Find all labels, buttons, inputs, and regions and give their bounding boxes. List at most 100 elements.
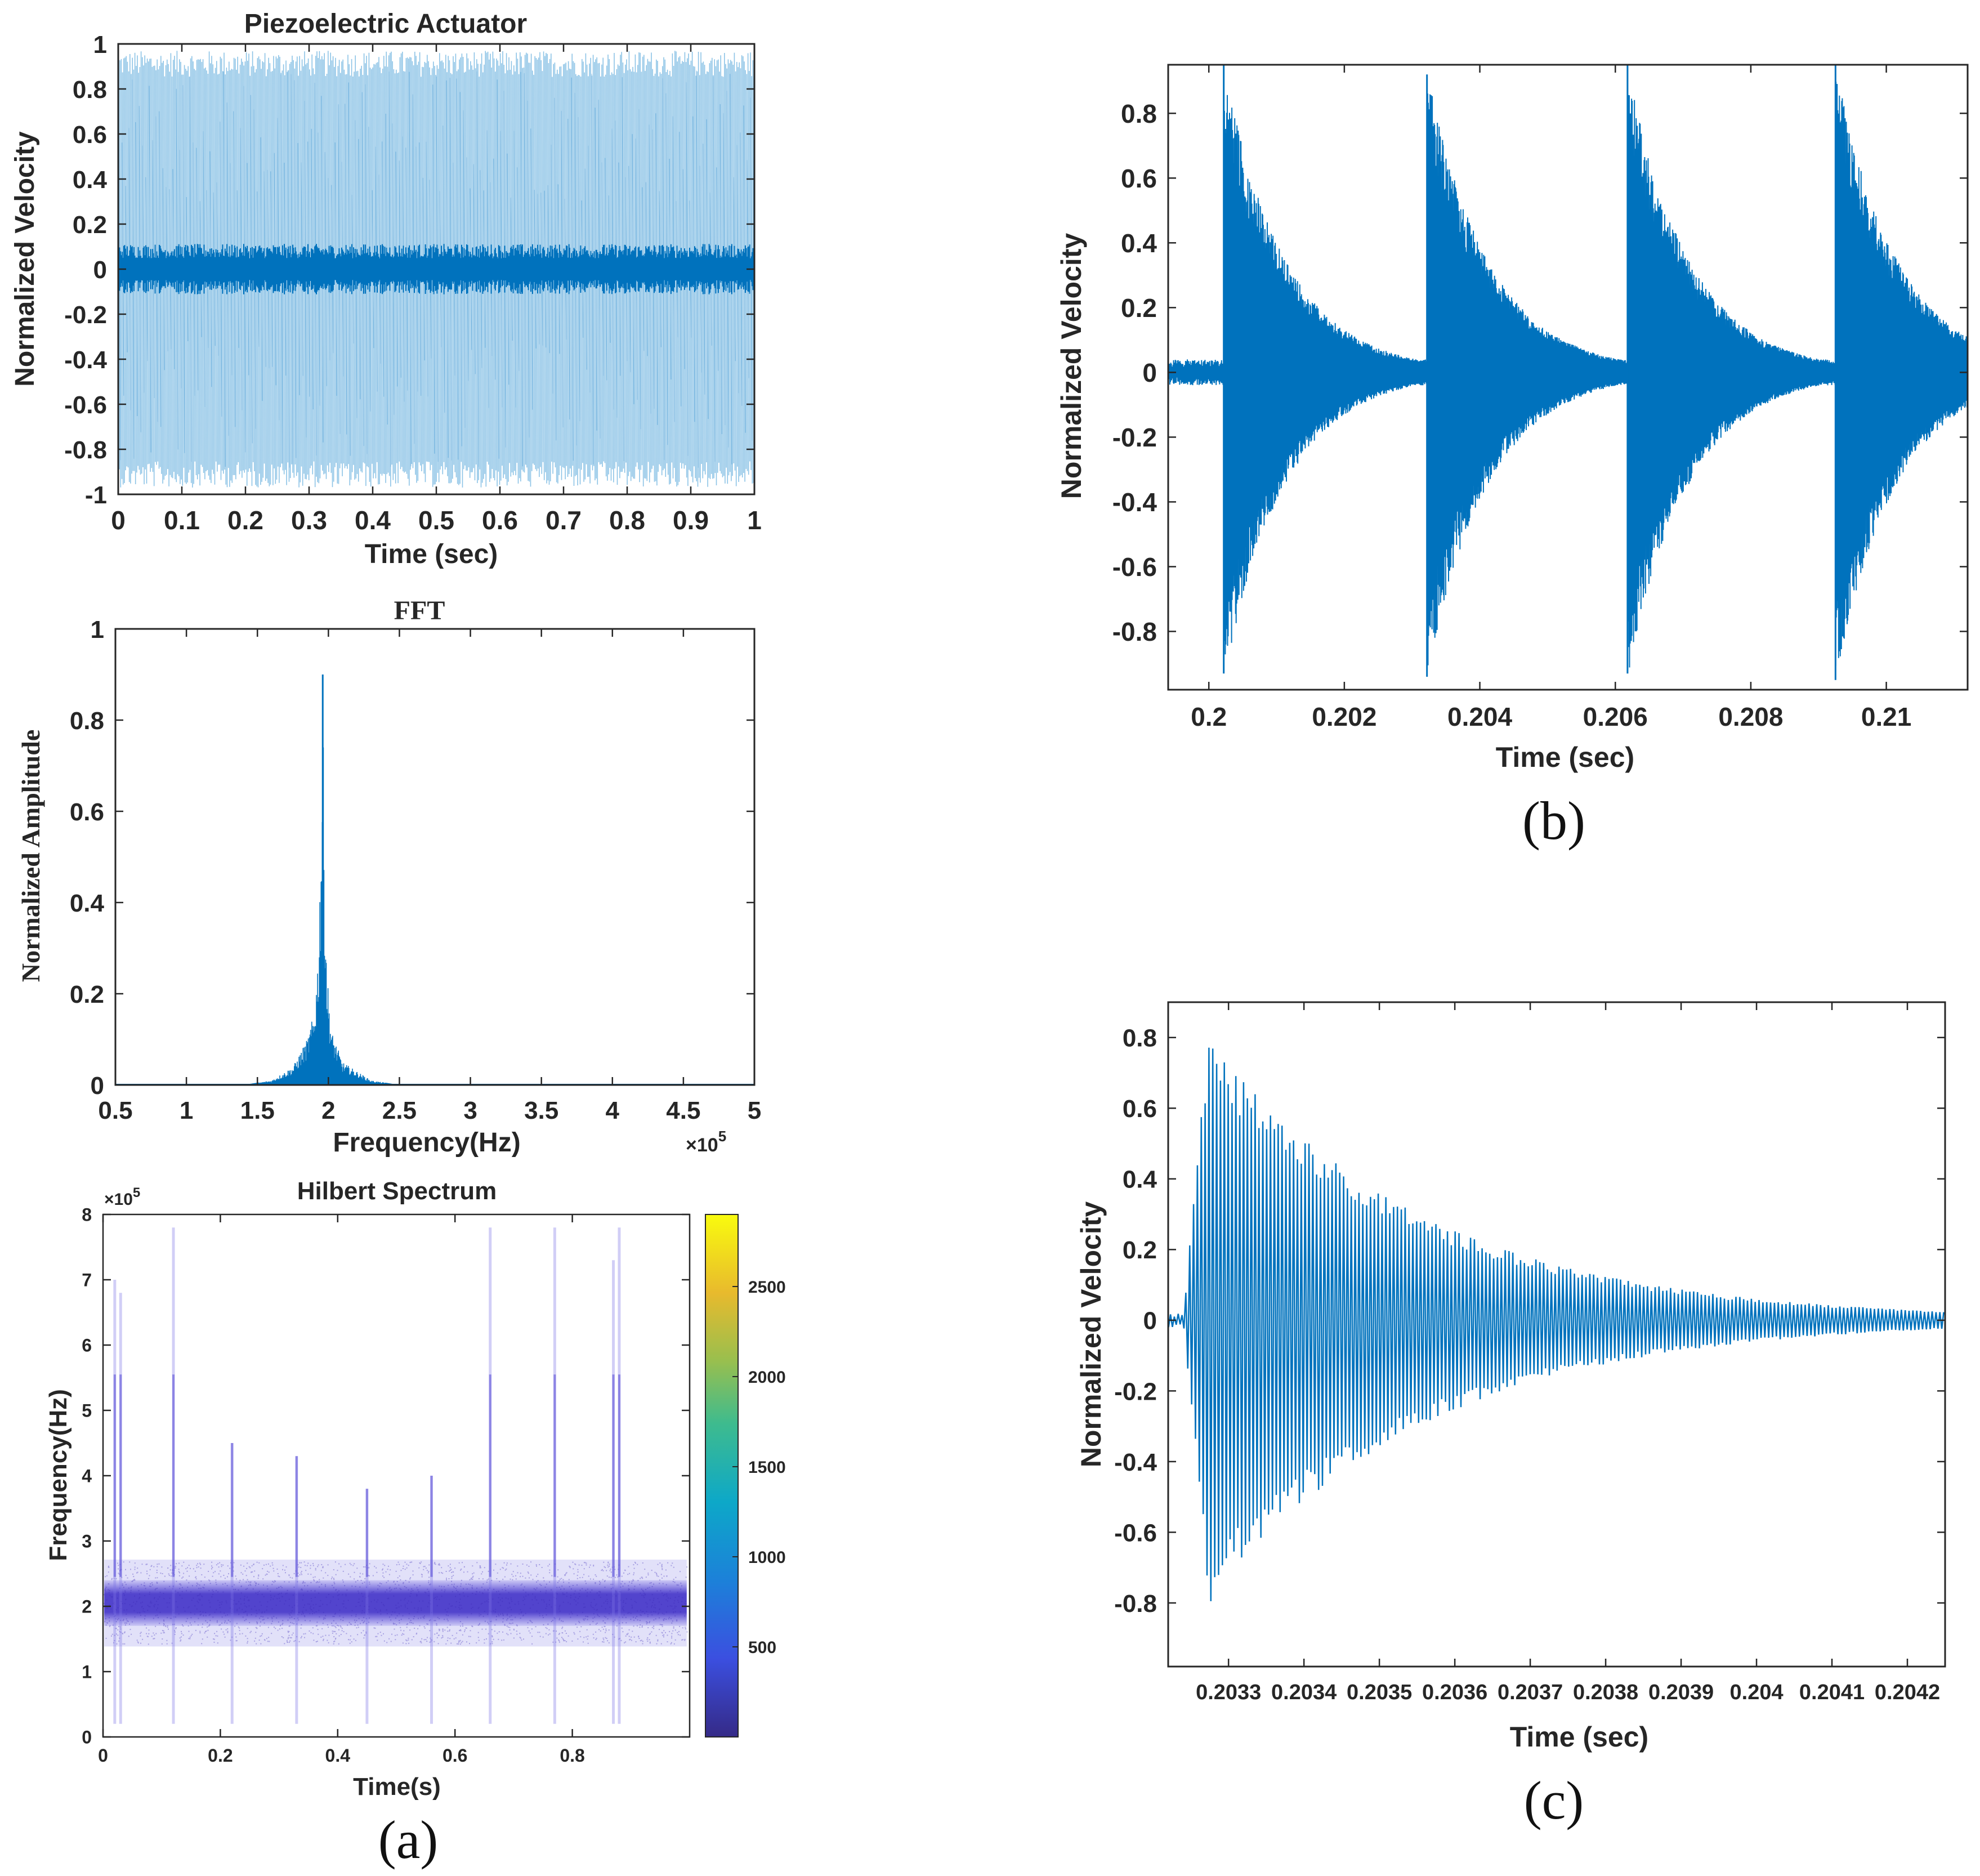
hilbert-band xyxy=(104,1580,687,1626)
y-tick-label: 0.6 xyxy=(1121,164,1157,193)
x-tick-label: 1 xyxy=(180,1097,193,1124)
y-tick-label: -0.8 xyxy=(64,436,107,464)
y-tick-label: 0 xyxy=(91,1072,104,1100)
x-tick-label: 0 xyxy=(98,1745,108,1766)
x-tick-label: 0.8 xyxy=(560,1745,584,1766)
hilbert-y-ticks: 0 1 2 3 4 5 6 7 8 xyxy=(82,1205,690,1748)
zoom-c-x-ticks: 0.2033 0.2034 0.2035 0.2036 0.2037 0.2038 0.20… xyxy=(1196,1002,1940,1704)
panel-label-b: (b) xyxy=(1522,790,1585,851)
y-tick-label: 0.6 xyxy=(1123,1095,1157,1123)
colorbar-tick-label: 1500 xyxy=(748,1458,786,1477)
piezo-x-ticks: 0 0.1 0.2 0.3 0.4 0.5 0.6 0.7 0.8 0.9 1 xyxy=(111,44,762,535)
zoom-b-ylabel: Normalized Velocity xyxy=(1056,233,1087,499)
y-tick-label: 7 xyxy=(82,1270,92,1290)
hilbert-ylabel: Frequency(Hz) xyxy=(44,1389,72,1561)
y-tick-label: -0.2 xyxy=(1114,1378,1157,1405)
y-tick-label: -0.6 xyxy=(1112,552,1157,582)
y-tick-label: 1 xyxy=(93,31,107,59)
panel-label-a: (a) xyxy=(378,1810,439,1870)
x-tick-label: 2 xyxy=(321,1097,335,1124)
y-tick-label: 2 xyxy=(82,1597,92,1617)
colorbar-tick-label: 500 xyxy=(748,1638,776,1657)
x-tick-label: 3.5 xyxy=(524,1097,558,1124)
y-tick-label: 0.8 xyxy=(70,707,104,735)
y-tick-label: 6 xyxy=(82,1335,92,1356)
y-tick-label: 0.8 xyxy=(1121,99,1157,128)
hilbert-title: Hilbert Spectrum xyxy=(297,1177,497,1205)
zoom-c-axes-box xyxy=(1167,1001,1946,1668)
x-tick-label: 0.7 xyxy=(546,506,582,535)
x-tick-label: 2.5 xyxy=(382,1097,417,1124)
x-tick-label: 0.6 xyxy=(482,506,518,535)
fft-x-multiplier: ×105 xyxy=(686,1128,726,1156)
y-tick-label: 0.2 xyxy=(70,981,104,1008)
x-tick-label: 0.204 xyxy=(1730,1681,1784,1704)
x-tick-label: 0.2034 xyxy=(1271,1681,1337,1704)
y-tick-label: 0 xyxy=(1142,358,1157,387)
zoom-b-chart: -0.8-0.6-0.4-0.200.20.40.60.8 0.2 0.202 0.… xyxy=(1056,64,1969,773)
fft-chart: FFT 00.20.40.60.81 0.5 1 1.5 2 2.5 3 3.5 4 4.5 5 … xyxy=(16,596,761,1158)
y-tick-label: 0.8 xyxy=(1123,1025,1157,1052)
colorbar-tick-label: 1000 xyxy=(748,1548,786,1567)
x-tick-label: 0.2033 xyxy=(1196,1681,1261,1704)
y-tick-label: 4 xyxy=(82,1466,92,1486)
x-tick-label: 0.6 xyxy=(443,1745,467,1766)
y-tick-label: 0 xyxy=(82,1727,92,1748)
hilbert-axes-box xyxy=(102,1213,691,1738)
zoom-b-y-ticks: -0.8 -0.6 -0.4 -0.2 0 0.2 0.4 0.6 0.8 xyxy=(1112,99,1968,646)
y-tick-label: -0.4 xyxy=(64,346,107,374)
panel-label-c: (c) xyxy=(1524,1770,1584,1830)
hilbert-x-ticks: 0 0.2 0.4 0.6 0.8 xyxy=(98,1214,585,1766)
zoom-c-signal xyxy=(1168,1047,1945,1601)
y-tick-label: 1 xyxy=(91,616,104,644)
x-tick-label: 4 xyxy=(606,1097,620,1124)
y-tick-label: 1 xyxy=(82,1662,92,1682)
y-tick-label: 0.4 xyxy=(70,890,105,917)
hilbert-plot-area xyxy=(103,1227,688,1724)
zoom-c-ylabel: Normalized Velocity xyxy=(1075,1201,1107,1468)
hilbert-scatter xyxy=(103,1561,688,1645)
y-tick-label: -0.2 xyxy=(64,301,107,329)
piezo-xlabel: Time (sec) xyxy=(365,539,498,569)
x-tick-label: 0.3 xyxy=(291,506,327,535)
y-tick-label: 0 xyxy=(93,256,107,284)
y-tick-label: -0.2 xyxy=(1112,423,1157,452)
fft-y-ticks: 0 0.2 0.4 0.6 0.8 1 xyxy=(70,616,754,1100)
y-tick-label: 0.2 xyxy=(1121,293,1157,323)
x-tick-label: 0.2 xyxy=(227,506,263,535)
piezo-chart: Piezoelectric Actuator -1 -0.8 -0.6 -0.4 -0.… xyxy=(10,9,762,569)
y-tick-label: -0.8 xyxy=(1112,617,1157,646)
x-tick-label: 0.2 xyxy=(1191,702,1227,731)
x-tick-label: 0.5 xyxy=(418,506,454,535)
x-tick-label: 0.2035 xyxy=(1347,1681,1412,1704)
y-tick-label: 8 xyxy=(82,1205,92,1225)
colorbar-tick-label: 2000 xyxy=(748,1368,786,1387)
y-tick-label: -0.6 xyxy=(1114,1519,1157,1547)
y-tick-label: -0.4 xyxy=(1112,488,1157,517)
y-tick-label: -0.4 xyxy=(1114,1449,1157,1476)
zoom-c-y-ticks: -0.8 -0.6 -0.4 -0.2 0 0.2 0.4 0.6 0.8 xyxy=(1114,1025,1945,1618)
x-tick-label: 0.5 xyxy=(98,1097,132,1124)
zoom-c-plot-area xyxy=(1168,1047,1945,1601)
x-tick-label: 0.2037 xyxy=(1498,1681,1563,1704)
y-tick-label: 0 xyxy=(1143,1307,1157,1335)
x-tick-label: 0.9 xyxy=(673,506,709,535)
colorbar-gradient xyxy=(705,1214,739,1737)
fft-x-multiplier-exp: 5 xyxy=(718,1128,726,1145)
y-tick-label: 0.2 xyxy=(73,211,107,239)
x-tick-label: 0.4 xyxy=(355,506,391,535)
hilbert-colorbar: 500 1000 1500 2000 2500 xyxy=(705,1214,786,1737)
y-tick-label: -1 xyxy=(85,481,107,509)
zoom-c-chart: -0.8-0.6-0.4-0.200.20.40.60.8 0.2033 0.20… xyxy=(1075,1001,1946,1753)
y-tick-label: 0.4 xyxy=(1123,1166,1157,1194)
x-tick-label: 3 xyxy=(463,1097,477,1124)
x-tick-label: 1 xyxy=(747,506,762,535)
zoom-b-plot-area xyxy=(1168,65,1968,680)
x-tick-label: 0.1 xyxy=(164,506,200,535)
hilbert-y-multiplier-exp: 5 xyxy=(133,1185,140,1200)
x-tick-label: 0.8 xyxy=(609,506,645,535)
fft-ylabel: Normalized Amplitude xyxy=(16,730,45,982)
x-tick-label: 0.2036 xyxy=(1422,1681,1487,1704)
x-tick-label: 0.2042 xyxy=(1875,1681,1940,1704)
fft-x-ticks: 0.5 1 1.5 2 2.5 3 3.5 4 4.5 5 xyxy=(98,629,761,1124)
